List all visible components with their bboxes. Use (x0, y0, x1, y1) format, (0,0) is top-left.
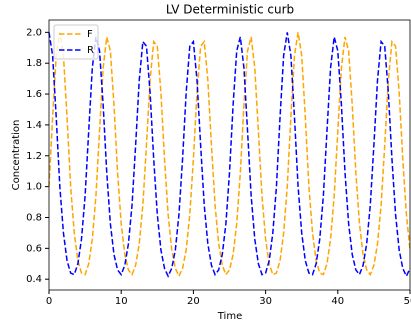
y-tick-label: 1.8 (26, 58, 42, 69)
y-tick-label: 0.8 (26, 212, 42, 223)
y-tick-label: 1.0 (26, 182, 42, 193)
y-tick-label: 2.0 (26, 27, 42, 38)
y-tick-label: 0.6 (26, 243, 42, 254)
plot-frame (48, 19, 411, 291)
x-tick-label: 50 (404, 296, 411, 307)
y-tick-label: 0.4 (26, 274, 42, 285)
y-tick-label: 1.4 (26, 120, 42, 131)
x-tick-label: 10 (115, 296, 128, 307)
legend-box (53, 24, 99, 60)
series-line (48, 32, 411, 278)
y-axis-label: Concentration (11, 120, 22, 191)
legend-label: R (87, 45, 94, 56)
x-tick-label: 0 (46, 296, 52, 307)
x-axis-label: Time (217, 311, 242, 322)
y-tick-label: 1.2 (26, 151, 42, 162)
series-line (48, 32, 411, 278)
y-tick-label: 1.6 (26, 89, 42, 100)
chart-title: LV Deterministic curb (166, 3, 294, 17)
legend-label: F (87, 29, 93, 40)
x-tick-label: 40 (331, 296, 344, 307)
x-tick-label: 30 (259, 296, 272, 307)
x-tick-label: 20 (187, 296, 200, 307)
